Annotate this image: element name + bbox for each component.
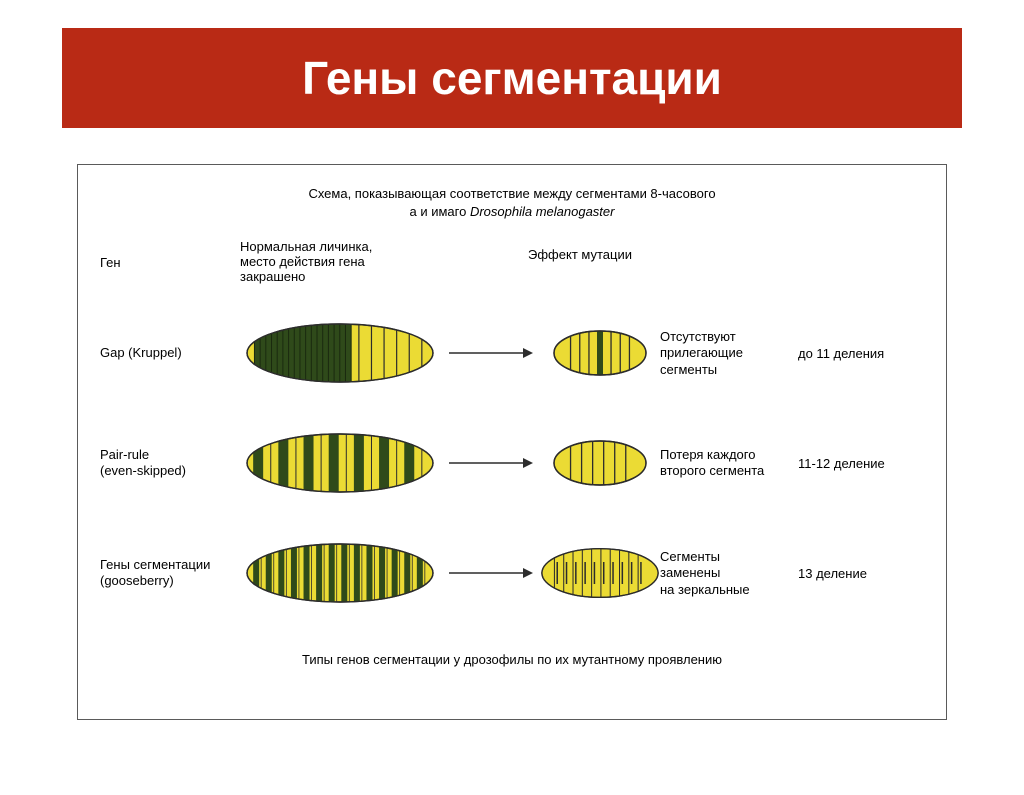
caption-top: Схема, показывающая соответствие между с… bbox=[100, 185, 924, 221]
arrow-icon bbox=[440, 453, 540, 473]
diagram-row: Pair-rule(even-skipped) Потеря каждоговт… bbox=[100, 408, 924, 518]
gene-label: Gap (Kruppel) bbox=[100, 345, 240, 361]
caption-bottom: Типы генов сегментации у дрозофилы по их… bbox=[100, 652, 924, 667]
gene-label: Гены сегментации(gooseberry) bbox=[100, 557, 240, 590]
caption-top-line2a: а и имаго bbox=[410, 204, 470, 219]
diagram-row: Гены сегментации(gooseberry) Сегментызам… bbox=[100, 518, 924, 628]
header-normal-l2: место действия гена bbox=[240, 254, 365, 269]
diagram-frame: Схема, показывающая соответствие между с… bbox=[77, 164, 947, 720]
larva-normal bbox=[240, 542, 440, 604]
effect-label: Отсутствуютприлегающиесегменты bbox=[660, 329, 790, 378]
deletion-label: до 11 деления bbox=[790, 346, 900, 361]
page-title: Гены сегментации bbox=[302, 51, 722, 105]
header-gene: Ген bbox=[100, 239, 240, 284]
larva-mutant bbox=[540, 329, 660, 377]
arrow-icon bbox=[440, 343, 540, 363]
larva-mutant bbox=[540, 439, 660, 487]
larva-normal bbox=[240, 432, 440, 494]
header-normal-l1: Нормальная личинка, bbox=[240, 239, 372, 254]
deletion-label: 11-12 деление bbox=[790, 456, 900, 471]
effect-label: Потеря каждоговторого сегмента bbox=[660, 447, 790, 480]
deletion-label: 13 деление bbox=[790, 566, 900, 581]
effect-label: Сегментызамененына зеркальные bbox=[660, 549, 790, 598]
header-normal-l3: закрашено bbox=[240, 269, 305, 284]
arrow-icon bbox=[440, 563, 540, 583]
larva-normal bbox=[240, 322, 440, 384]
caption-top-line2b: Drosophila melanogaster bbox=[470, 204, 615, 219]
caption-top-line1: Схема, показывающая соответствие между с… bbox=[308, 186, 715, 201]
column-headers: Ген Нормальная личинка, место действия г… bbox=[100, 239, 924, 284]
gene-label: Pair-rule(even-skipped) bbox=[100, 447, 240, 480]
larva-mutant bbox=[540, 545, 660, 601]
diagram-row: Gap (Kruppel) Отсутствуютприлегающиесегм… bbox=[100, 298, 924, 408]
header-normal: Нормальная личинка, место действия гена … bbox=[240, 239, 470, 284]
header-effect: Эффект мутации bbox=[470, 239, 690, 284]
diagram-rows: Gap (Kruppel) Отсутствуютприлегающиесегм… bbox=[100, 298, 924, 628]
title-bar: Гены сегментации bbox=[62, 28, 962, 128]
